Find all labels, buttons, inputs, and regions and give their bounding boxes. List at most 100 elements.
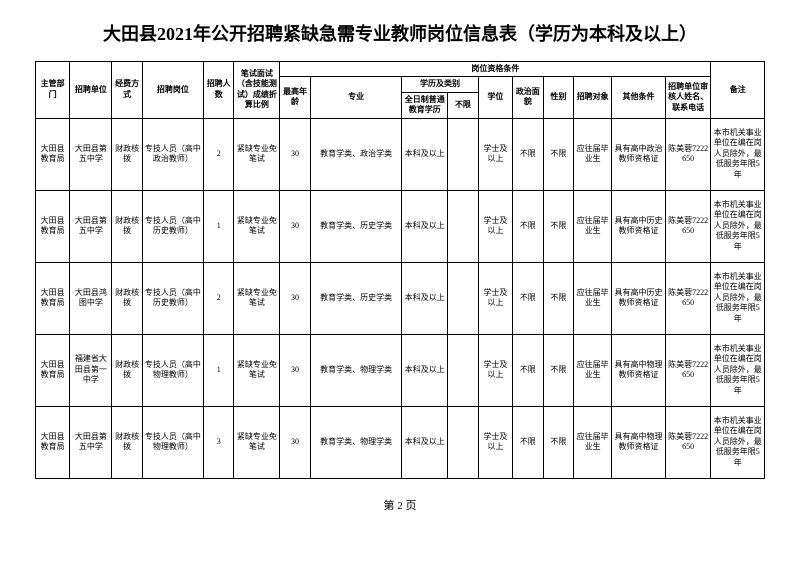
- cell-c16: 陈美蓉7222650: [665, 334, 711, 406]
- h-qualifications: 岗位资格条件: [280, 62, 711, 77]
- h-fund: 经费方式: [112, 62, 143, 119]
- h-gender: 性别: [543, 77, 574, 118]
- cell-c13: 不限: [543, 406, 574, 478]
- cell-c14: 应往届毕业生: [574, 406, 612, 478]
- cell-c2: 大田县第五中学: [70, 406, 112, 478]
- cell-c15: 具有高中物理教师资格证: [612, 406, 665, 478]
- cell-c2: 福建省大田县第一中学: [70, 334, 112, 406]
- cell-c9: 本科及以上: [402, 118, 448, 190]
- cell-c5: 2: [203, 118, 234, 190]
- cell-c3: 财政核拨: [112, 262, 143, 334]
- page-footer: 第 2 页: [35, 497, 765, 513]
- h-other: 其他条件: [612, 77, 665, 118]
- cell-c7: 30: [280, 118, 311, 190]
- cell-c14: 应往届毕业生: [574, 118, 612, 190]
- cell-c17: 本市机关事业单位在编在岗人员除外，最低服务年限5年: [711, 406, 765, 478]
- cell-c16: 陈美蓉7222650: [665, 190, 711, 262]
- cell-c11: 学士及以上: [478, 118, 512, 190]
- cell-c13: 不限: [543, 334, 574, 406]
- cell-c16: 陈美蓉7222650: [665, 406, 711, 478]
- cell-c8: 教育学类、历史学类: [310, 262, 402, 334]
- cell-c11: 学士及以上: [478, 262, 512, 334]
- h-count: 招聘人数: [203, 62, 234, 119]
- cell-c8: 教育学类、政治学类: [310, 118, 402, 190]
- h-dept: 主管部门: [36, 62, 70, 119]
- cell-c5: 1: [203, 190, 234, 262]
- cell-c17: 本市机关事业单位在编在岗人员除外，最低服务年限5年: [711, 190, 765, 262]
- cell-c10: [448, 118, 479, 190]
- cell-c6: 紧缺专业免笔试: [234, 334, 280, 406]
- cell-c2: 大田县第五中学: [70, 118, 112, 190]
- table-row: 大田县教育局大田县第五中学财政核拨专技人员（高中物理教师）3紧缺专业免笔试30教…: [36, 406, 765, 478]
- h-major: 专业: [310, 77, 402, 118]
- cell-c14: 应往届毕业生: [574, 262, 612, 334]
- cell-c5: 3: [203, 406, 234, 478]
- cell-c16: 陈美蓉7222650: [665, 118, 711, 190]
- cell-c9: 本科及以上: [402, 190, 448, 262]
- table-row: 大田县教育局大田县第五中学财政核拨专技人员（高中政治教师）2紧缺专业免笔试30教…: [36, 118, 765, 190]
- table-row: 大田县教育局大田县第五中学财政核拨专技人员（高中历史教师）1紧缺专业免笔试30教…: [36, 190, 765, 262]
- table-row: 大田县教育局福建省大田县第一中学财政核拨专技人员（高中物理教师）1紧缺专业免笔试…: [36, 334, 765, 406]
- cell-c4: 专技人员（高中物理教师）: [142, 334, 203, 406]
- cell-c2: 大田县第五中学: [70, 190, 112, 262]
- cell-c1: 大田县教育局: [36, 190, 70, 262]
- cell-c6: 紧缺专业免笔试: [234, 118, 280, 190]
- h-exam: 笔试面试（含技能测试）成绩折算比例: [234, 62, 280, 119]
- cell-c1: 大田县教育局: [36, 118, 70, 190]
- cell-c3: 财政核拨: [112, 334, 143, 406]
- cell-c7: 30: [280, 190, 311, 262]
- cell-c13: 不限: [543, 262, 574, 334]
- cell-c6: 紧缺专业免笔试: [234, 262, 280, 334]
- cell-c2: 大田县鸿图中学: [70, 262, 112, 334]
- cell-c15: 具有高中历史教师资格证: [612, 262, 665, 334]
- cell-c11: 学士及以上: [478, 334, 512, 406]
- h-fulltime: 全日制普通教育学历: [402, 92, 448, 118]
- cell-c4: 专技人员（高中物理教师）: [142, 406, 203, 478]
- h-unlimited: 不限: [448, 92, 479, 118]
- cell-c7: 30: [280, 262, 311, 334]
- cell-c3: 财政核拨: [112, 118, 143, 190]
- cell-c13: 不限: [543, 190, 574, 262]
- cell-c14: 应往届毕业生: [574, 190, 612, 262]
- cell-c12: 不限: [513, 262, 544, 334]
- cell-c12: 不限: [513, 406, 544, 478]
- cell-c9: 本科及以上: [402, 334, 448, 406]
- cell-c5: 1: [203, 334, 234, 406]
- cell-c11: 学士及以上: [478, 406, 512, 478]
- cell-c15: 具有高中物理教师资格证: [612, 334, 665, 406]
- cell-c9: 本科及以上: [402, 262, 448, 334]
- cell-c5: 2: [203, 262, 234, 334]
- table-row: 大田县教育局大田县鸿图中学财政核拨专技人员（高中历史教师）2紧缺专业免笔试30教…: [36, 262, 765, 334]
- cell-c8: 教育学类、历史学类: [310, 190, 402, 262]
- cell-c15: 具有高中政治教师资格证: [612, 118, 665, 190]
- cell-c17: 本市机关事业单位在编在岗人员除外，最低服务年限5年: [711, 334, 765, 406]
- cell-c4: 专技人员（高中历史教师）: [142, 262, 203, 334]
- h-target: 招聘对象: [574, 77, 612, 118]
- h-edu-group: 学历及类别: [402, 77, 478, 92]
- cell-c7: 30: [280, 406, 311, 478]
- cell-c9: 本科及以上: [402, 406, 448, 478]
- cell-c7: 30: [280, 334, 311, 406]
- cell-c14: 应往届毕业生: [574, 334, 612, 406]
- header-row-1: 主管部门 招聘单位 经费方式 招聘岗位 招聘人数 笔试面试（含技能测试）成绩折算…: [36, 62, 765, 77]
- h-age: 最高年龄: [280, 77, 311, 118]
- cell-c13: 不限: [543, 118, 574, 190]
- h-unit: 招聘单位: [70, 62, 112, 119]
- cell-c11: 学士及以上: [478, 190, 512, 262]
- cell-c1: 大田县教育局: [36, 334, 70, 406]
- h-remark: 备注: [711, 62, 765, 119]
- h-position: 招聘岗位: [142, 62, 203, 119]
- cell-c12: 不限: [513, 334, 544, 406]
- cell-c12: 不限: [513, 190, 544, 262]
- cell-c16: 陈美蓉7222650: [665, 262, 711, 334]
- cell-c10: [448, 190, 479, 262]
- recruitment-table: 主管部门 招聘单位 经费方式 招聘岗位 招聘人数 笔试面试（含技能测试）成绩折算…: [35, 61, 765, 479]
- cell-c6: 紧缺专业免笔试: [234, 406, 280, 478]
- cell-c3: 财政核拨: [112, 190, 143, 262]
- cell-c3: 财政核拨: [112, 406, 143, 478]
- cell-c10: [448, 334, 479, 406]
- cell-c10: [448, 262, 479, 334]
- cell-c8: 教育学类、物理学类: [310, 334, 402, 406]
- cell-c12: 不限: [513, 118, 544, 190]
- cell-c4: 专技人员（高中政治教师）: [142, 118, 203, 190]
